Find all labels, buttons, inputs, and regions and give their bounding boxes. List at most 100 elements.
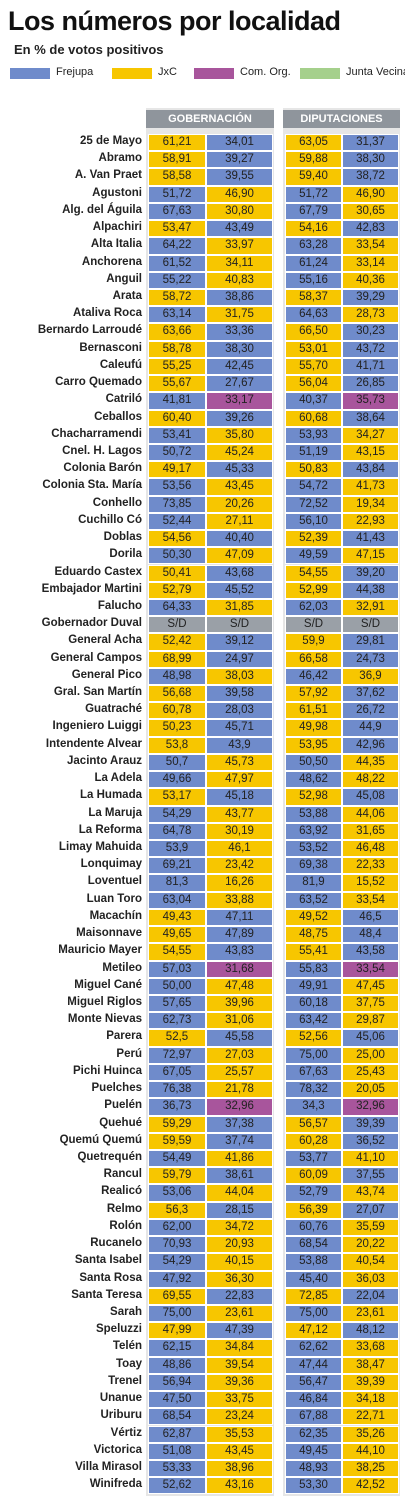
value-cell: 57,92 <box>285 685 342 703</box>
value-cell: 47,89 <box>206 926 273 944</box>
value-cell: 52,99 <box>285 581 342 599</box>
row-name: Santa Isabel <box>74 1254 142 1267</box>
value-cell: 29,87 <box>342 1012 399 1030</box>
value-cell: 15,52 <box>342 874 399 892</box>
row-name: Dorila <box>109 548 142 561</box>
value-cell: 49,52 <box>285 908 342 927</box>
value-cell: 63,66 <box>148 323 206 341</box>
value-cell: 37,62 <box>342 685 399 703</box>
value-cell: 49,59 <box>285 547 342 565</box>
value-cell: 27,11 <box>206 512 273 531</box>
value-cell: 40,83 <box>206 271 273 289</box>
row-name: Bernasconi <box>79 341 142 354</box>
value-cell: 20,22 <box>342 1236 399 1254</box>
value-cell: 62,35 <box>285 1425 342 1443</box>
value-cell: 38,86 <box>206 288 273 307</box>
row-name: Luan Toro <box>86 892 142 905</box>
value-cell: 45,58 <box>206 1029 273 1047</box>
value-cell: 43,16 <box>206 1477 273 1495</box>
value-cell: 72,97 <box>148 1046 206 1064</box>
value-cell: 55,83 <box>285 960 342 978</box>
value-cell: 47,44 <box>285 1356 342 1374</box>
value-cell: 51,72 <box>285 185 342 203</box>
row-name: Quemú Quemú <box>59 1133 142 1146</box>
value-cell: 69,21 <box>148 857 206 875</box>
value-cell: 34,11 <box>206 254 273 272</box>
row-name: Parera <box>106 1030 142 1043</box>
row-name: Cuchillo Có <box>78 513 142 526</box>
value-cell: 44,04 <box>206 1184 273 1202</box>
value-cell: 60,68 <box>285 409 342 427</box>
row-name: Pichi Huinca <box>72 1064 142 1077</box>
value-cell: 47,99 <box>148 1322 206 1340</box>
value-cell: 38,30 <box>342 151 399 169</box>
value-cell: 45,18 <box>206 788 273 806</box>
value-cell: 52,56 <box>285 1029 342 1047</box>
value-cell: 20,93 <box>206 1236 273 1254</box>
value-cell: 59,79 <box>148 1167 206 1185</box>
value-cell: 50,7 <box>148 753 206 772</box>
value-cell: 37,55 <box>342 1167 399 1185</box>
value-cell: 33,17 <box>206 392 273 410</box>
row-name: Catriló <box>105 393 142 406</box>
value-cell: 63,05 <box>285 134 342 152</box>
value-cell: 26,85 <box>342 375 399 393</box>
value-cell: 55,70 <box>285 357 342 376</box>
value-cell: 53,52 <box>285 840 342 858</box>
row-name: Uriburu <box>100 1409 142 1422</box>
value-cell: 60,28 <box>285 1132 342 1150</box>
value-cell: 47,15 <box>342 547 399 565</box>
value-cell: 59,40 <box>285 168 342 186</box>
row-name: Quehué <box>99 1116 142 1129</box>
value-cell: 27,03 <box>206 1046 273 1064</box>
value-cell: 45,52 <box>206 581 273 599</box>
value-cell: 62,15 <box>148 1339 206 1357</box>
value-cell: 23,24 <box>206 1408 273 1426</box>
value-cell: 36,03 <box>342 1270 399 1288</box>
title: Los números por localidad <box>8 6 341 36</box>
value-cell: 53,77 <box>285 1149 342 1168</box>
value-cell: 56,39 <box>285 1201 342 1219</box>
value-cell: 53,47 <box>148 220 206 238</box>
value-cell: 47,45 <box>342 977 399 995</box>
value-cell: 44,10 <box>342 1442 399 1460</box>
value-cell: 48,98 <box>148 667 206 686</box>
value-cell: 39,55 <box>206 168 273 186</box>
value-cell: 25,57 <box>206 1063 273 1082</box>
value-cell: 37,75 <box>342 995 399 1013</box>
row-name: Guatraché <box>85 703 142 716</box>
value-cell: 50,41 <box>148 564 206 582</box>
value-cell: 41,10 <box>342 1149 399 1168</box>
row-name: Jacinto Arauz <box>67 754 142 767</box>
value-cell: 38,47 <box>342 1356 399 1374</box>
value-cell: 57,65 <box>148 995 206 1013</box>
value-cell: 64,78 <box>148 822 206 841</box>
value-cell: 58,78 <box>148 340 206 358</box>
value-cell: 31,75 <box>206 306 273 324</box>
value-cell: 45,24 <box>206 443 273 462</box>
value-cell: 22,93 <box>342 512 399 531</box>
row-name: Villa Mirasol <box>75 1460 142 1473</box>
value-cell: S/D <box>342 616 399 634</box>
value-cell: 39,27 <box>206 151 273 169</box>
value-cell: 36,73 <box>148 1098 206 1116</box>
row-name: Rancul <box>103 1168 142 1181</box>
section-header: GOBERNACIÓN <box>146 110 274 128</box>
value-cell: 67,88 <box>285 1408 342 1426</box>
legend-label: Com. Org. <box>240 66 291 78</box>
value-cell: 35,53 <box>206 1425 273 1443</box>
row-name: Vértiz <box>110 1426 142 1439</box>
value-cell: 62,00 <box>148 1218 206 1237</box>
value-cell: 42,52 <box>342 1477 399 1495</box>
value-cell: 66,50 <box>285 323 342 341</box>
value-cell: 40,54 <box>342 1253 399 1271</box>
value-cell: 33,14 <box>342 254 399 272</box>
value-cell: 47,39 <box>206 1322 273 1340</box>
value-cell: 38,72 <box>342 168 399 186</box>
value-cell: 31,65 <box>342 822 399 841</box>
value-cell: 53,01 <box>285 340 342 358</box>
row-name: Carro Quemado <box>55 376 142 389</box>
value-cell: 61,51 <box>285 702 342 720</box>
value-cell: 56,57 <box>285 1115 342 1133</box>
value-cell: 39,20 <box>342 564 399 582</box>
